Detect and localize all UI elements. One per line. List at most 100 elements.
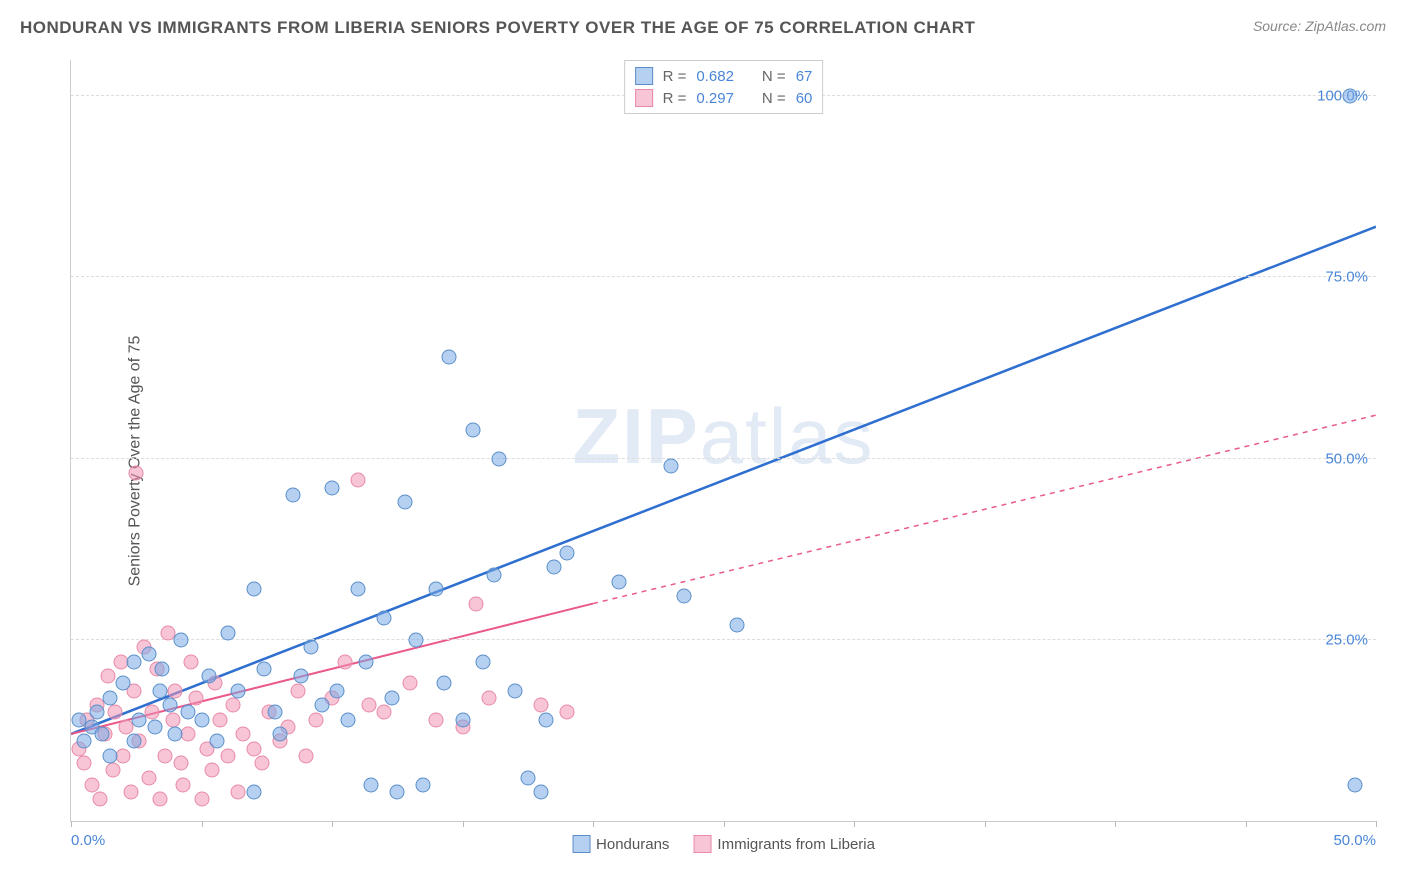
legend-r-label: R = [663,68,687,85]
data-point [416,777,431,792]
data-point [147,719,162,734]
data-point [168,683,183,698]
data-point [358,654,373,669]
data-point [1342,89,1357,104]
x-tick [202,821,203,827]
data-point [455,712,470,727]
data-point [105,763,120,778]
data-point [202,669,217,684]
legend-n-value: 67 [796,68,813,85]
data-point [465,422,480,437]
data-point [173,756,188,771]
data-point [100,669,115,684]
source-attribution: Source: ZipAtlas.com [1253,18,1386,34]
x-tick [463,821,464,827]
data-point [257,661,272,676]
chart-title: HONDURAN VS IMMIGRANTS FROM LIBERIA SENI… [20,18,975,38]
data-point [377,611,392,626]
data-point [181,727,196,742]
data-point [116,676,131,691]
data-point [1348,777,1363,792]
data-point [309,712,324,727]
data-point [152,683,167,698]
data-point [173,632,188,647]
series-legend-item: Immigrants from Liberia [693,835,875,853]
series-legend-item: Hondurans [572,835,669,853]
watermark: ZIPatlas [572,390,874,481]
legend-row: R =0.682N =67 [635,65,813,87]
data-point [231,683,246,698]
series-label: Hondurans [596,836,669,853]
data-point [129,466,144,481]
data-point [176,777,191,792]
data-point [314,698,329,713]
y-tick-label: 25.0% [1325,631,1368,648]
data-point [390,785,405,800]
data-point [236,727,251,742]
data-point [520,770,535,785]
data-point [225,698,240,713]
data-point [168,727,183,742]
data-point [124,785,139,800]
data-point [194,712,209,727]
data-point [92,792,107,807]
data-point [210,734,225,749]
data-point [77,756,92,771]
data-point [677,589,692,604]
data-point [285,487,300,502]
data-point [165,712,180,727]
data-point [351,582,366,597]
data-point [126,654,141,669]
x-tick-label: 0.0% [71,832,105,849]
data-point [267,705,282,720]
y-tick-label: 50.0% [1325,450,1368,467]
x-tick [1115,821,1116,827]
data-point [272,727,287,742]
data-point [361,698,376,713]
legend-r-value: 0.297 [696,90,734,107]
gridline [71,276,1376,277]
data-point [103,748,118,763]
y-tick-label: 75.0% [1325,269,1368,286]
data-point [126,734,141,749]
data-point [533,698,548,713]
data-point [533,785,548,800]
data-point [385,690,400,705]
gridline [71,639,1376,640]
data-point [142,647,157,662]
data-point [131,712,146,727]
x-tick [1376,821,1377,827]
data-point [481,690,496,705]
data-point [95,727,110,742]
data-point [246,741,261,756]
legend-r-label: R = [663,90,687,107]
data-point [468,596,483,611]
correlation-legend: R =0.682N =67R =0.297N =60 [624,60,824,114]
plot-area: R =0.682N =67R =0.297N =60 ZIPatlas Hond… [70,60,1376,822]
legend-swatch-icon [635,89,653,107]
data-point [437,676,452,691]
data-point [144,705,159,720]
data-point [157,748,172,763]
data-point [429,712,444,727]
data-point [231,785,246,800]
data-point [486,567,501,582]
series-label: Immigrants from Liberia [717,836,875,853]
data-point [298,748,313,763]
legend-r-value: 0.682 [696,68,734,85]
data-point [220,625,235,640]
x-tick [1246,821,1247,827]
data-point [398,495,413,510]
data-point [108,705,123,720]
data-point [77,734,92,749]
data-point [338,654,353,669]
data-point [246,785,261,800]
data-point [364,777,379,792]
data-point [220,748,235,763]
data-point [546,560,561,575]
data-point [330,683,345,698]
x-tick [593,821,594,827]
legend-swatch-icon [572,835,590,853]
legend-n-label: N = [762,90,786,107]
data-point [429,582,444,597]
